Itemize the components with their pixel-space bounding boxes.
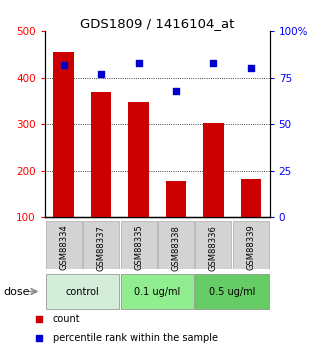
Bar [121,221,157,269]
Text: GSM88336: GSM88336 [209,225,218,270]
Point [36,335,41,341]
Point [36,316,41,322]
Point [248,66,254,71]
Text: GSM88337: GSM88337 [97,225,106,270]
Bar [46,221,82,269]
Bar [233,221,269,269]
Bar [46,275,119,308]
Text: 0.1 ug/ml: 0.1 ug/ml [134,287,180,296]
Bar [53,52,74,217]
Text: GSM88338: GSM88338 [171,225,180,270]
Text: dose: dose [3,287,30,296]
Point [136,60,141,66]
Bar [195,275,269,308]
Point [61,62,66,67]
Text: GSM88339: GSM88339 [247,225,256,270]
Text: 0.5 ug/ml: 0.5 ug/ml [209,287,256,296]
Text: percentile rank within the sample: percentile rank within the sample [53,333,218,343]
Text: count: count [53,314,81,324]
Text: GSM88334: GSM88334 [59,225,68,270]
Text: GSM88335: GSM88335 [134,225,143,270]
Bar [166,181,186,217]
Text: control: control [65,287,99,296]
Bar [241,179,261,217]
Bar [203,123,224,217]
Bar [195,221,231,269]
Bar [158,221,194,269]
Bar [121,275,194,308]
Point [173,88,178,93]
Title: GDS1809 / 1416104_at: GDS1809 / 1416104_at [80,17,234,30]
Bar [83,221,119,269]
Bar [128,102,149,217]
Point [211,60,216,66]
Bar [91,91,111,217]
Point [99,71,104,77]
